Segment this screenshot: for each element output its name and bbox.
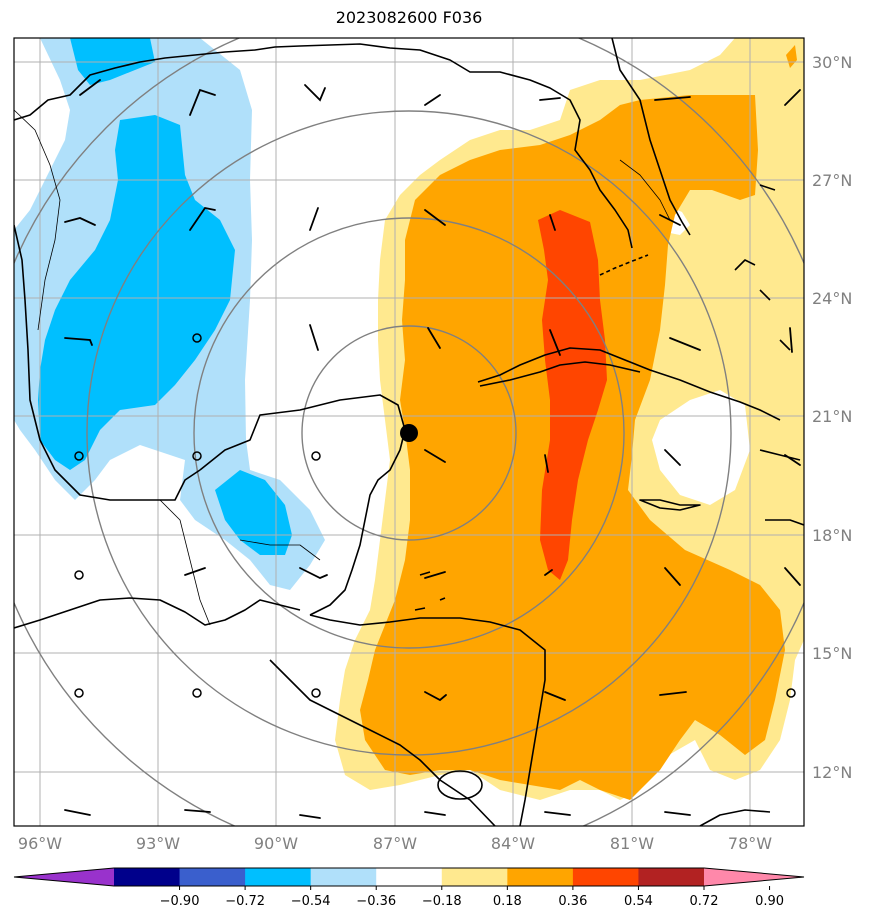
- colorbar-segment: [507, 868, 574, 886]
- lon-label: 96°W: [18, 834, 62, 853]
- colorbar-extend-high: [704, 868, 804, 886]
- colorbar-tick-label: 0.72: [690, 894, 719, 909]
- colorbar-tick-label: −0.18: [422, 894, 462, 909]
- lat-label: 15°N: [812, 644, 852, 663]
- colorbar-outline: [13, 867, 805, 887]
- colorbar-segment: [638, 868, 705, 886]
- colorbar-tick-label: −0.54: [291, 894, 331, 909]
- colorbar-segment: [441, 868, 508, 886]
- colorbar-segment: [572, 868, 639, 886]
- white-hole-east: [652, 390, 750, 505]
- lon-label: 81°W: [610, 834, 654, 853]
- lon-label: 84°W: [491, 834, 535, 853]
- colorbar-tick-label: 0.18: [493, 894, 522, 909]
- map-plot-area: [14, 38, 804, 826]
- colorbar-tick-label: 0.90: [755, 894, 784, 909]
- storm-center-dot: [400, 424, 418, 442]
- colorbar-segment: [310, 868, 377, 886]
- colorbar-tick-label: −0.36: [356, 894, 396, 909]
- colorbar: −0.90 −0.72 −0.54 −0.36 −0.18 0.18 0.36 0.54 0.7…: [13, 867, 805, 909]
- coastlines: [14, 38, 804, 826]
- colorbar-tick-label: 0.54: [624, 894, 653, 909]
- medium-blue-region: [215, 470, 292, 555]
- colorbar-extend-low: [14, 868, 114, 886]
- wind-barbs: [64, 79, 801, 819]
- longitude-labels: 96°W 93°W 90°W 87°W 84°W 81°W 78°W: [18, 834, 772, 853]
- lat-label: 18°N: [812, 526, 852, 545]
- graticule: [14, 38, 804, 826]
- negative-anomaly-field: [14, 38, 325, 590]
- lon-label: 87°W: [373, 834, 417, 853]
- lon-label: 93°W: [136, 834, 180, 853]
- lon-label: 78°W: [728, 834, 772, 853]
- lat-label: 21°N: [812, 407, 852, 426]
- colorbar-segment: [245, 868, 312, 886]
- lat-label: 30°N: [812, 53, 852, 72]
- colorbar-segment: [376, 868, 443, 886]
- lon-label: 90°W: [254, 834, 298, 853]
- plot-frame: [13, 37, 805, 827]
- lat-label: 27°N: [812, 171, 852, 190]
- lat-label: 24°N: [812, 289, 852, 308]
- latitude-labels: 30°N 27°N 24°N 21°N 18°N 15°N 12°N: [812, 53, 852, 782]
- colorbar-segment: [114, 868, 181, 886]
- medium-blue-region: [38, 115, 235, 470]
- colorbar-tick-label: −0.72: [225, 894, 265, 909]
- colorbar-tick-label: −0.90: [160, 894, 200, 909]
- range-rings: [14, 38, 804, 826]
- colorbar-tick-label: 0.36: [558, 894, 587, 909]
- lat-label: 12°N: [812, 763, 852, 782]
- red-orange-region: [538, 210, 607, 580]
- colorbar-segment: [179, 868, 246, 886]
- map-title: 2023082600 F036: [335, 8, 483, 27]
- calm-wind-markers: [74, 333, 796, 698]
